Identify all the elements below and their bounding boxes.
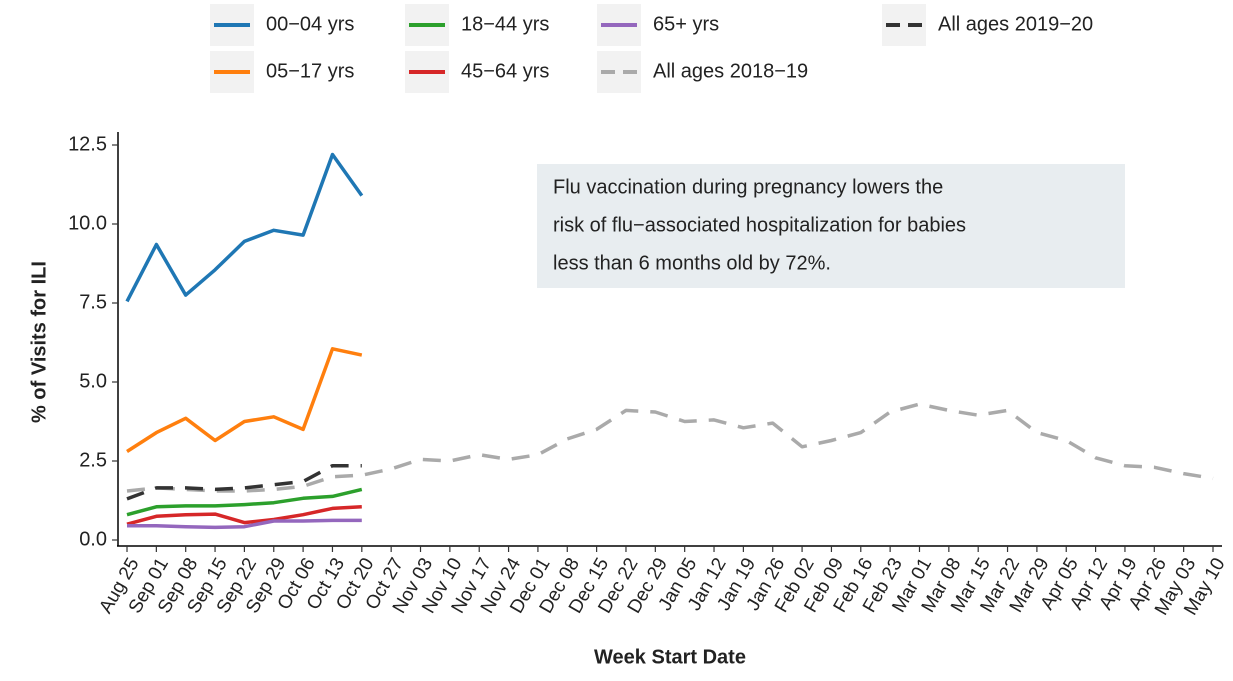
y-tick-label: 7.5 [79, 291, 107, 313]
series-line [126, 505, 362, 526]
y-tick-label: 0.0 [79, 528, 107, 550]
legend-label: 18−44 yrs [461, 13, 549, 35]
y-tick-label: 12.5 [68, 133, 107, 155]
y-tick-label: 2.5 [79, 449, 107, 471]
legend-label: 00−04 yrs [266, 13, 354, 35]
annotation-text: risk of flu−associated hospitalization f… [553, 214, 966, 236]
annotation-box [537, 164, 1125, 288]
legend-label: 05−17 yrs [266, 60, 354, 82]
legend-label: 45−64 yrs [461, 60, 549, 82]
series-line [126, 402, 1214, 493]
series-line [126, 463, 362, 501]
annotation-text: Flu vaccination during pregnancy lowers … [553, 176, 943, 198]
legend-label: All ages 2019−20 [938, 13, 1093, 35]
annotation-text: less than 6 months old by 72%. [553, 252, 831, 274]
series-line [126, 347, 363, 453]
series-line [127, 518, 362, 530]
legend-label: All ages 2018−19 [653, 60, 808, 82]
y-axis-title: % of Visits for ILI [28, 261, 50, 423]
legend-label: 65+ yrs [653, 13, 719, 35]
y-tick-label: 10.0 [68, 212, 107, 234]
x-axis-title: Week Start Date [594, 646, 746, 668]
series-line [126, 487, 363, 517]
series-line [125, 152, 364, 303]
y-tick-label: 5.0 [79, 370, 107, 392]
